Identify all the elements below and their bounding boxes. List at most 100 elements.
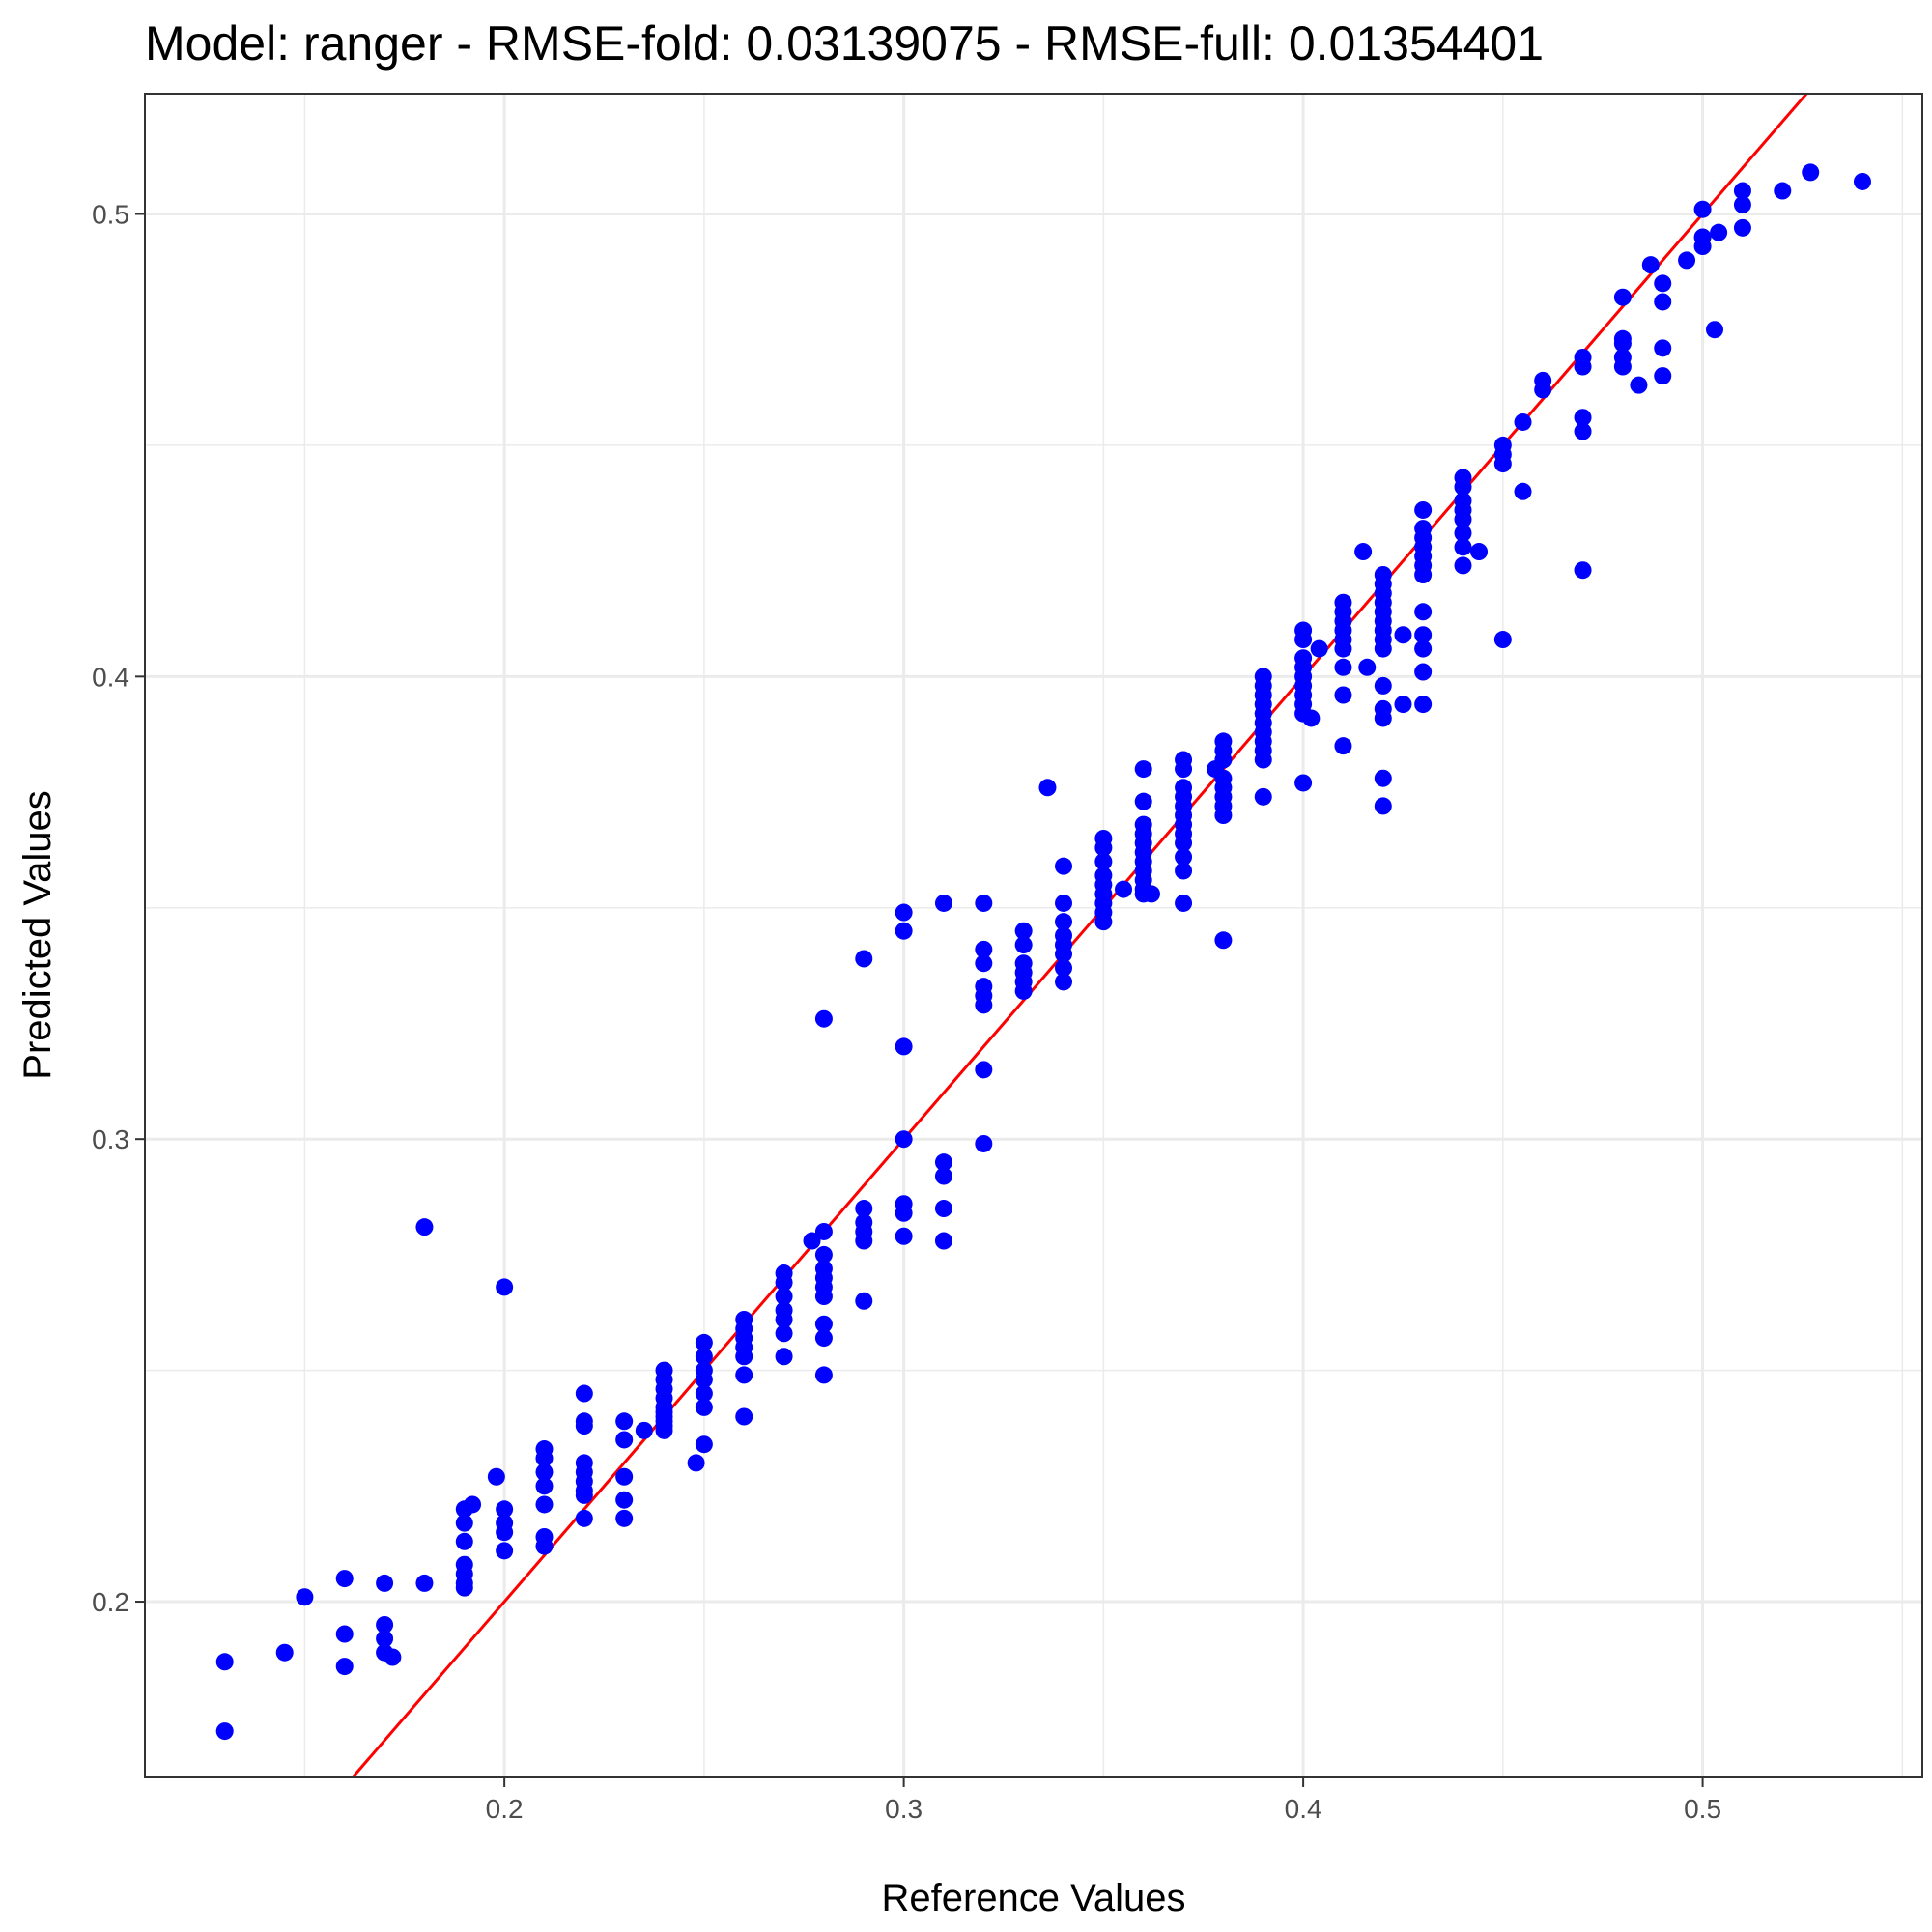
data-point [1055,973,1073,991]
data-point [1774,182,1792,200]
data-point [1705,321,1723,339]
data-point [615,1491,634,1509]
data-point [1574,357,1592,376]
data-point [775,1310,793,1328]
data-point [1454,556,1472,575]
data-point [1454,478,1472,497]
data-point [1142,885,1160,903]
data-point [814,1329,833,1348]
data-point [575,1417,593,1435]
data-point [1115,880,1133,898]
data-point [1055,857,1073,875]
data-point [1641,256,1660,274]
data-point [1574,561,1592,580]
data-point [1014,981,1033,1000]
data-point [1334,639,1352,658]
data-point [496,1278,514,1296]
data-point [615,1431,634,1449]
chart-title: Model: ranger - RMSE-fold: 0.03139075 - … [145,16,1544,71]
data-point [735,1348,753,1366]
data-point [1414,696,1433,714]
data-point [975,894,993,912]
data-point [535,1463,554,1481]
data-point [1302,709,1321,727]
data-point [1414,626,1433,644]
data-point [335,1625,354,1643]
data-point [415,1218,434,1236]
data-point [814,1366,833,1384]
data-point [376,1615,394,1634]
data-point [1733,218,1751,237]
data-point [1354,543,1373,561]
data-point [655,1421,673,1439]
data-point [735,1407,753,1426]
data-point [1214,807,1233,824]
data-point [215,1722,234,1741]
x-axis-title: Reference Values [882,1877,1186,1919]
data-point [455,1532,473,1550]
data-point [934,1200,952,1218]
x-axis: 0.2 0.3 0.4 0.5 [486,1777,1721,1824]
data-point [1334,658,1352,676]
x-tick-label: 0.5 [1684,1794,1721,1824]
data-point [895,903,913,922]
data-point [695,1384,713,1403]
data-point [635,1421,653,1439]
data-point [1175,834,1193,852]
y-tick-label: 0.5 [92,200,129,230]
data-point [814,1288,833,1305]
data-point [455,1514,473,1532]
y-tick-label: 0.4 [92,662,129,692]
data-point [814,1009,833,1028]
data-point [1710,223,1728,242]
data-point [1493,631,1512,649]
data-point [1094,838,1113,857]
data-point [415,1574,434,1592]
x-tick-label: 0.3 [885,1794,923,1824]
data-point [1374,676,1392,695]
data-point [376,1630,394,1648]
data-point [1055,959,1073,978]
data-point [1254,787,1272,806]
data-point [575,1384,593,1403]
data-point [1055,913,1073,931]
data-point [895,1204,913,1222]
data-point [535,1449,554,1467]
minor-gridlines [145,94,1922,1777]
data-point [1094,913,1113,931]
data-point [1134,760,1152,779]
x-tick-label: 0.4 [1285,1794,1322,1824]
x-tick-label: 0.2 [486,1794,524,1824]
data-point [975,1134,993,1152]
data-point [1613,357,1632,376]
data-point [1094,852,1113,870]
data-point [855,1232,873,1250]
data-point [1175,862,1193,880]
data-point [1055,945,1073,963]
data-point [1414,603,1433,621]
data-point [1294,774,1313,792]
data-point [695,1398,713,1416]
data-point [1134,792,1152,810]
data-point [934,1167,952,1185]
data-point [535,1495,554,1514]
data-points [215,163,1871,1741]
data-point [1175,848,1193,867]
y-axis: 0.2 0.3 0.4 0.5 [92,200,145,1617]
data-point [1014,922,1033,940]
data-point [855,1292,873,1310]
data-point [855,950,873,968]
data-point [496,1542,514,1560]
data-point [376,1574,394,1592]
data-point [934,1153,952,1172]
data-point [775,1273,793,1292]
data-point [1214,931,1233,950]
data-point [1470,543,1489,561]
major-gridlines [145,94,1922,1777]
data-point [384,1648,402,1666]
data-point [695,1435,713,1454]
data-point [1654,274,1672,293]
data-point [934,894,952,912]
data-point [496,1500,514,1519]
